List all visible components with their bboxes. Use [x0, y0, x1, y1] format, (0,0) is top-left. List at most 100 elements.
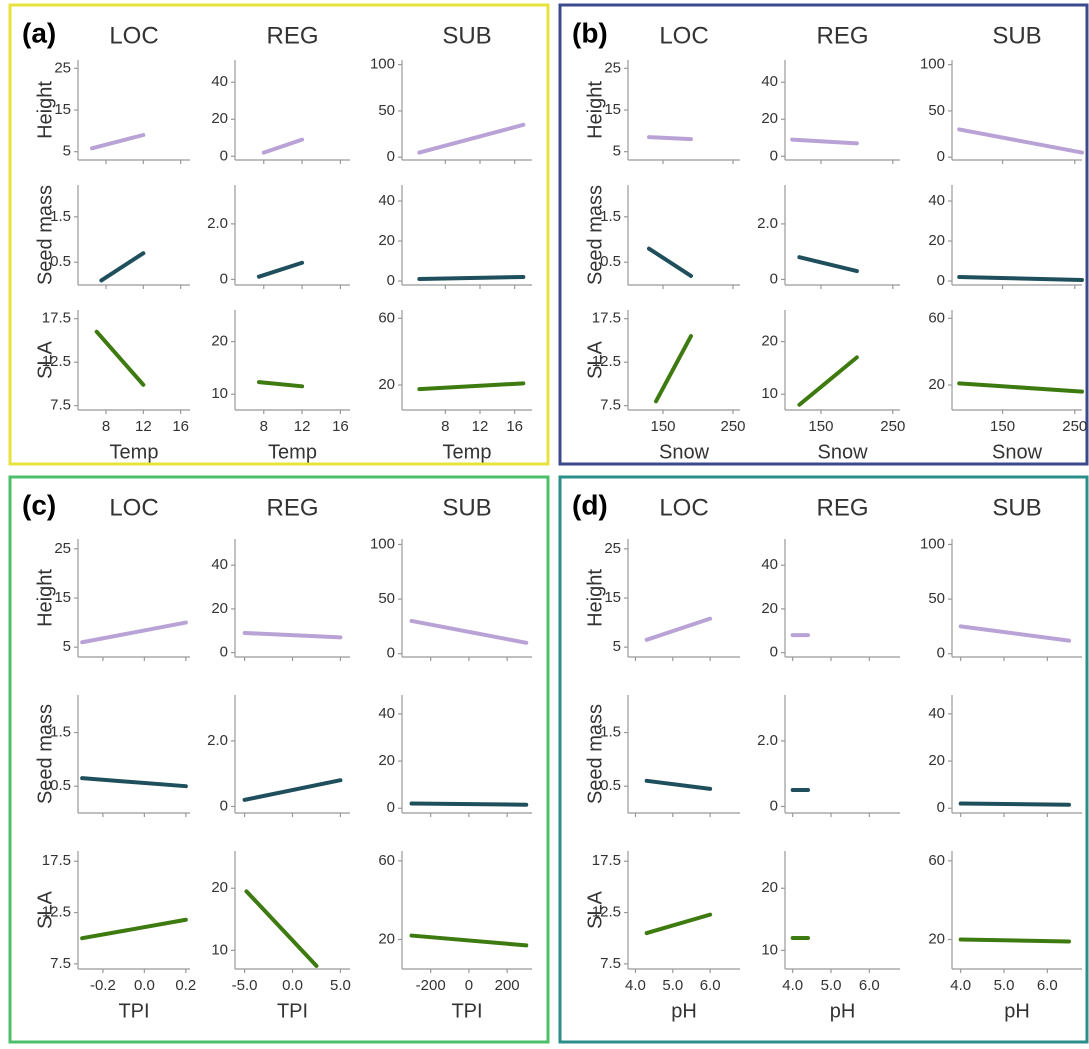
panel-label: (d)	[572, 489, 608, 520]
row-label: Height	[584, 81, 606, 139]
trend-line	[256, 380, 305, 389]
panel-border	[558, 3, 1089, 466]
row-label: Seed mass	[34, 704, 56, 804]
y-tick-label: 40	[928, 192, 945, 209]
y-tick-label: 17.5	[592, 852, 621, 869]
row-label: SLA	[34, 890, 56, 928]
trend-line	[90, 133, 146, 151]
x-tick-label: 150	[650, 418, 675, 435]
x-tick-label: 4.0	[782, 977, 803, 994]
trend-line	[957, 275, 1084, 282]
y-tick-label: 1.5	[50, 724, 71, 741]
y-tick-label: 7.5	[600, 955, 621, 972]
y-tick-label: 20	[928, 232, 945, 249]
y-tick-label: 12.5	[592, 904, 621, 921]
y-tick-label: 2.0	[757, 215, 778, 232]
trend-line	[409, 618, 529, 645]
y-tick-label: 0.5	[600, 253, 621, 270]
x-tick-label: -200	[416, 977, 446, 994]
trend-line	[80, 620, 188, 645]
trend-line	[957, 381, 1084, 394]
y-tick-label: 20	[928, 752, 945, 769]
x-tick-label: -0.2	[90, 977, 116, 994]
trend-line	[242, 630, 343, 640]
y-tick-label: 20	[378, 376, 395, 393]
y-tick-label: 40	[211, 73, 228, 90]
y-tick-label: 40	[928, 705, 945, 722]
y-tick-label: 20	[378, 930, 395, 947]
y-tick-label: 60	[378, 309, 395, 326]
trend-line	[644, 778, 713, 791]
x-tick-label: 16	[172, 418, 189, 435]
y-tick-label: 0	[387, 148, 395, 165]
y-tick-label: 0.5	[50, 253, 71, 270]
y-tick-label: 0	[770, 644, 778, 661]
x-tick-label: 8	[441, 418, 449, 435]
column-header: SUB	[442, 494, 491, 521]
column-header: REG	[266, 494, 318, 521]
column-header: REG	[266, 22, 318, 49]
column-header: SUB	[442, 22, 491, 49]
row-label: SLA	[34, 340, 56, 378]
x-tick-label: 0	[465, 977, 473, 994]
trend-line	[94, 329, 146, 387]
y-tick-label: 20	[378, 232, 395, 249]
x-axis-label: Snow	[817, 441, 868, 463]
y-tick-label: 7.5	[50, 955, 71, 972]
y-tick-label: 15	[54, 101, 71, 118]
column-header: LOC	[659, 22, 708, 49]
y-tick-label: 25	[604, 540, 621, 557]
y-tick-label: 1.5	[600, 724, 621, 741]
x-axis-label: Temp	[443, 441, 492, 463]
trend-line	[958, 937, 1071, 944]
y-tick-label: 15	[604, 101, 621, 118]
row-label: SLA	[584, 890, 606, 928]
trend-line	[256, 260, 305, 279]
y-tick-label: 100	[920, 56, 945, 73]
x-axis-label: TPI	[118, 1000, 149, 1022]
y-tick-label: 10	[761, 941, 778, 958]
trend-line	[644, 616, 713, 642]
x-tick-label: 16	[506, 418, 523, 435]
y-tick-label: 20	[378, 752, 395, 769]
y-tick-label: 0	[220, 147, 228, 164]
row-label: Seed mass	[584, 185, 606, 285]
trend-line	[80, 917, 188, 941]
y-tick-label: 20	[211, 110, 228, 127]
x-tick-label: 0.0	[134, 977, 155, 994]
trend-line	[417, 381, 526, 392]
x-axis-label: Temp	[110, 441, 159, 463]
y-tick-label: 0	[220, 797, 228, 814]
y-tick-label: 0	[220, 270, 228, 287]
y-tick-label: 5	[63, 638, 71, 655]
y-tick-label: 0	[387, 799, 395, 816]
y-tick-label: 60	[928, 852, 945, 869]
y-tick-label: 2.0	[207, 215, 228, 232]
y-tick-label: 1.5	[50, 208, 71, 225]
x-axis-label: TPI	[277, 1000, 308, 1022]
column-header: LOC	[109, 494, 158, 521]
x-tick-label: 0.2	[175, 977, 196, 994]
trend-line	[797, 355, 859, 407]
y-tick-label: 10	[761, 385, 778, 402]
trend-line	[797, 255, 859, 274]
y-tick-label: 100	[920, 535, 945, 552]
y-tick-label: 0	[770, 270, 778, 287]
y-tick-label: 12.5	[42, 353, 71, 370]
y-tick-label: 0	[770, 797, 778, 814]
column-header: SUB	[992, 494, 1041, 521]
y-tick-label: 15	[54, 589, 71, 606]
x-tick-label: 5.0	[330, 977, 351, 994]
y-tick-label: 5	[63, 143, 71, 160]
trend-line	[644, 912, 713, 936]
y-tick-label: 0	[937, 148, 945, 165]
x-tick-label: 12	[294, 418, 311, 435]
y-tick-label: 0	[937, 645, 945, 662]
x-tick-label: 250	[720, 418, 745, 435]
trend-line	[409, 933, 529, 948]
y-tick-label: 40	[211, 556, 228, 573]
y-tick-label: 20	[761, 879, 778, 896]
